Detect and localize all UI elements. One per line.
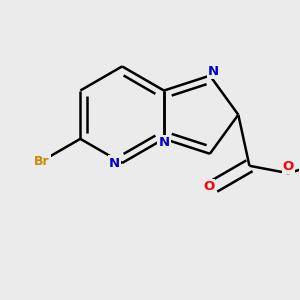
Text: O: O [283,160,294,173]
Text: N: N [158,136,169,149]
Text: N: N [208,65,219,78]
Text: O: O [203,180,214,193]
Text: N: N [109,157,120,169]
Text: Br: Br [34,154,50,168]
